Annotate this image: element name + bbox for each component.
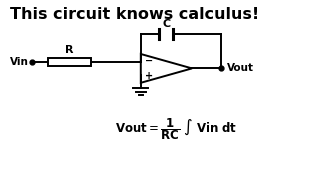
Text: C: C — [162, 19, 171, 29]
Text: $\mathbf{Vout} = \dfrac{\mathbf{1}}{\mathbf{RC}}\ \int\ \mathbf{Vin\ dt}$: $\mathbf{Vout} = \dfrac{\mathbf{1}}{\mat… — [115, 117, 237, 142]
Text: −: − — [145, 56, 153, 66]
Text: Vout: Vout — [227, 63, 253, 73]
Text: Vin: Vin — [10, 57, 29, 67]
Text: R: R — [65, 45, 74, 55]
FancyBboxPatch shape — [48, 58, 91, 66]
Text: This circuit knows calculus!: This circuit knows calculus! — [10, 7, 259, 22]
Text: +: + — [145, 71, 153, 81]
